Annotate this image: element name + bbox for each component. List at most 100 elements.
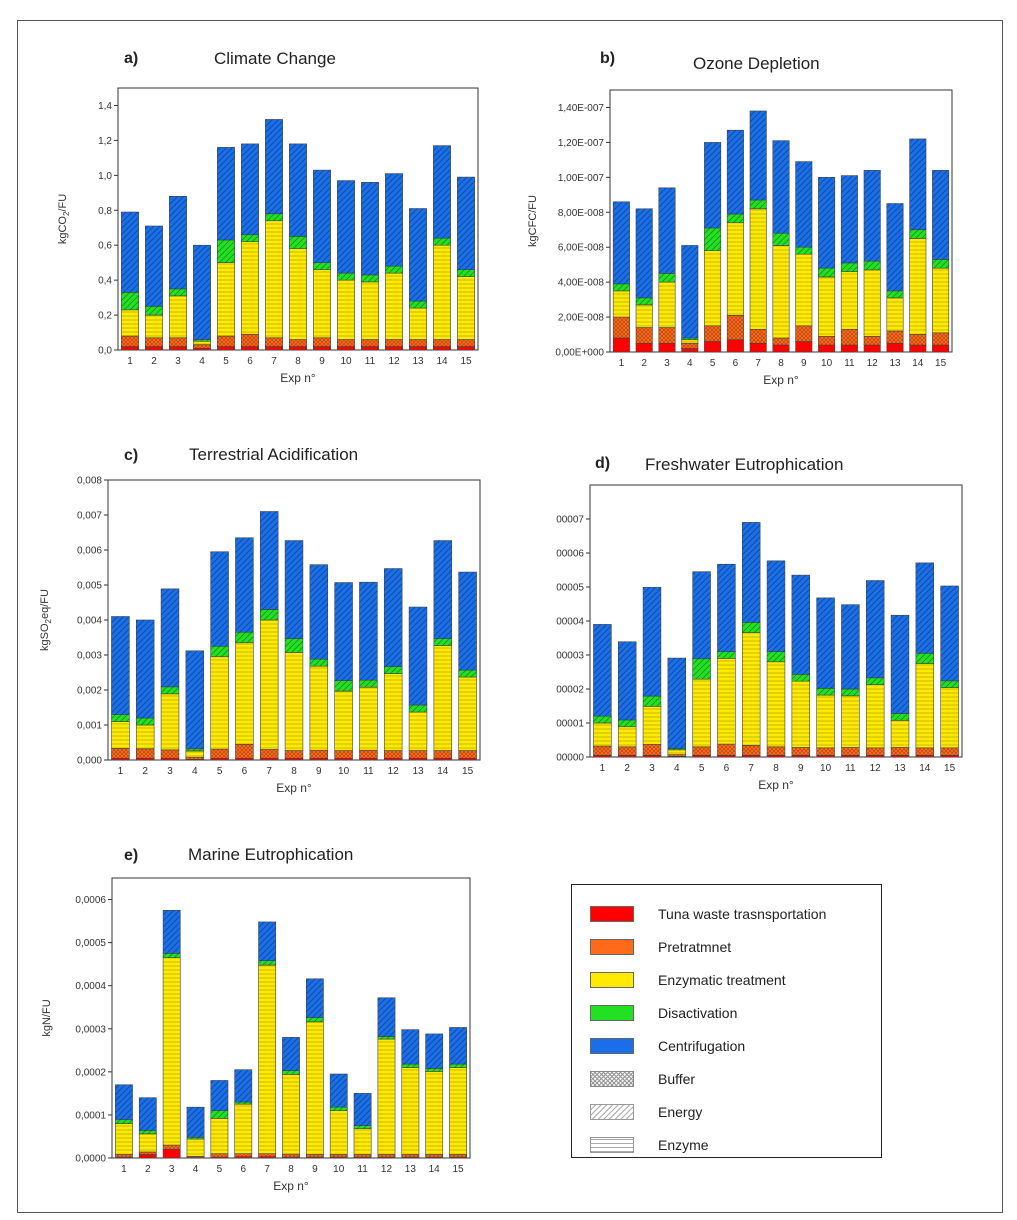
- bar-hatch: [241, 334, 259, 347]
- y-axis-label: kgSO2eq/FU: [39, 589, 53, 651]
- bar-hatch: [285, 638, 303, 653]
- bar-hatch: [795, 247, 813, 255]
- bar-hatch: [458, 677, 477, 751]
- x-tick-label: 6: [242, 766, 248, 777]
- bar-hatch: [185, 757, 204, 760]
- bar-segment: [658, 342, 676, 353]
- bar-hatch: [401, 1154, 419, 1158]
- bar-hatch: [863, 170, 881, 262]
- bar-hatch: [667, 749, 686, 755]
- x-tick-label: 7: [264, 1164, 270, 1175]
- bar-hatch: [258, 960, 276, 966]
- bar-hatch: [210, 1080, 228, 1111]
- bar-segment: [612, 337, 630, 353]
- bar-hatch: [309, 750, 328, 759]
- bar-hatch: [385, 266, 403, 274]
- bar-segment: [433, 346, 451, 351]
- y-tick-label: 00003: [556, 651, 584, 662]
- x-tick-label: 3: [169, 1164, 175, 1175]
- bar-hatch: [593, 723, 612, 747]
- panel-a-title: Climate Change: [214, 49, 336, 68]
- x-axis-label: Exp n°: [273, 1179, 309, 1193]
- bar-hatch: [772, 338, 790, 346]
- bar-hatch: [139, 1130, 157, 1134]
- bar-hatch: [458, 750, 477, 759]
- x-tick-label: 4: [199, 356, 205, 367]
- bar-hatch: [658, 327, 676, 344]
- bar-hatch: [377, 1036, 396, 1040]
- bar-hatch: [330, 1107, 348, 1111]
- y-tick-label: 0,0005: [75, 938, 106, 949]
- bar-hatch: [791, 681, 810, 748]
- x-tick-label: 15: [453, 1164, 465, 1175]
- bar-hatch: [217, 147, 235, 240]
- bar-hatch: [425, 1068, 443, 1072]
- bar-hatch: [385, 273, 403, 340]
- bar-hatch: [717, 658, 736, 745]
- y-tick-label: 8,00E-008: [558, 208, 605, 219]
- bar-hatch: [433, 145, 451, 239]
- legend-swatch: [590, 1104, 634, 1120]
- bar-segment: [217, 346, 235, 351]
- y-tick-label: 1,2: [98, 136, 112, 147]
- bar-hatch: [169, 337, 187, 347]
- x-tick-label: 7: [271, 356, 277, 367]
- bar-hatch: [354, 1093, 372, 1126]
- legend-label: Pretratmnet: [658, 939, 732, 955]
- bar-hatch: [260, 511, 279, 610]
- bar-hatch: [334, 680, 353, 692]
- bar-hatch: [121, 292, 139, 310]
- bar-hatch: [235, 632, 254, 643]
- bar-hatch: [145, 225, 163, 307]
- bar-hatch: [330, 1110, 348, 1155]
- bar-hatch: [409, 705, 427, 713]
- y-axis-label: kgCFC/FU: [527, 195, 539, 247]
- bar-hatch: [285, 750, 303, 759]
- bar-hatch: [265, 220, 283, 338]
- bar-hatch: [359, 750, 378, 759]
- panel-b-title: Ozone Depletion: [693, 54, 820, 73]
- x-tick-label: 4: [674, 763, 680, 774]
- y-tick-label: 0,2: [98, 311, 112, 322]
- bar-hatch: [136, 725, 155, 749]
- bar-segment: [145, 346, 163, 351]
- bar-hatch: [313, 170, 331, 263]
- panel-d-title: Freshwater Eutrophication: [645, 455, 844, 474]
- bar-hatch: [891, 747, 909, 756]
- bar-hatch: [409, 750, 427, 759]
- x-axis-label: Exp n°: [758, 778, 794, 792]
- bar-hatch: [306, 1017, 324, 1022]
- legend-label: Energy: [658, 1104, 703, 1120]
- bar-segment: [840, 344, 858, 353]
- bar-hatch: [241, 234, 259, 242]
- y-tick-label: 0,6: [98, 241, 112, 252]
- bar-hatch: [235, 642, 254, 745]
- bar-hatch: [749, 208, 767, 330]
- bar-hatch: [940, 747, 959, 756]
- bar-hatch: [161, 693, 179, 750]
- x-tick-label: 7: [755, 358, 761, 369]
- bar-hatch: [593, 716, 612, 723]
- bar-hatch: [932, 268, 949, 333]
- bar-hatch: [161, 749, 179, 759]
- bar-segment: [241, 346, 259, 351]
- bar-hatch: [111, 714, 130, 722]
- x-tick-label: 9: [312, 1164, 318, 1175]
- bar-hatch: [384, 673, 403, 751]
- bar-hatch: [234, 1069, 252, 1102]
- bar-hatch: [139, 1133, 157, 1152]
- bar-hatch: [613, 283, 630, 291]
- legend-label: Buffer: [658, 1071, 696, 1087]
- x-tick-label: 3: [664, 358, 670, 369]
- bar-hatch: [115, 1123, 133, 1155]
- bar-hatch: [863, 269, 881, 337]
- bar-segment: [409, 346, 427, 351]
- x-tick-label: 8: [773, 763, 779, 774]
- bar-hatch: [385, 339, 403, 347]
- legend-label: Centrifugation: [658, 1038, 746, 1054]
- x-tick-label: 3: [175, 356, 181, 367]
- bar-segment: [726, 339, 744, 353]
- bar-hatch: [749, 110, 767, 201]
- x-tick-label: 6: [733, 358, 739, 369]
- bar-hatch: [704, 227, 721, 251]
